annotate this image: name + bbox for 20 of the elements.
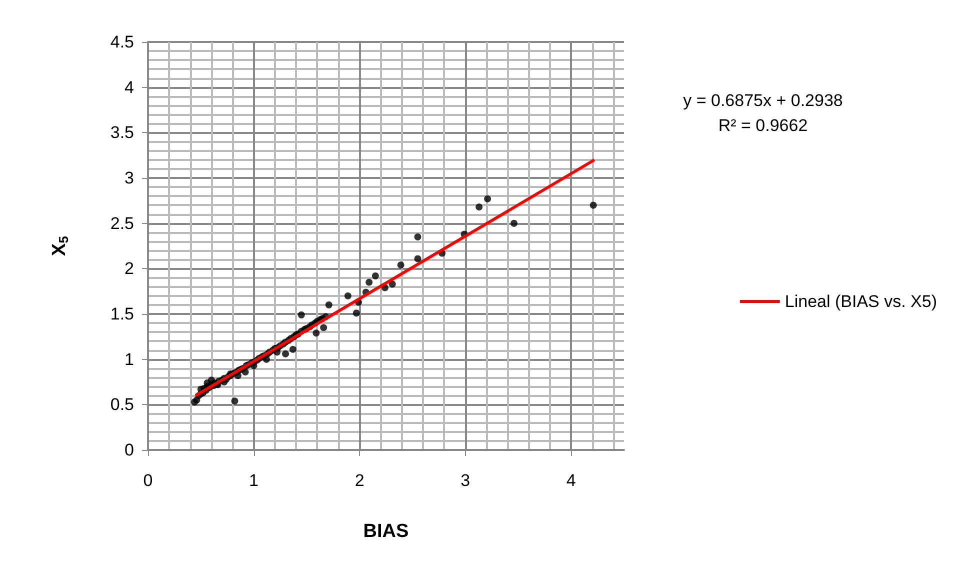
y-tick-label: 4 bbox=[124, 78, 134, 97]
x-tick-label: 0 bbox=[143, 471, 153, 490]
x-tick-label: 3 bbox=[460, 471, 470, 490]
text: y = 0.6875x + 0.2938 bbox=[683, 91, 843, 110]
x-axis-title: BIAS bbox=[363, 521, 409, 542]
y-tick-label: 0 bbox=[124, 440, 134, 460]
x-tick-label: 4 bbox=[566, 471, 576, 490]
x-tick-label: 1 bbox=[249, 471, 259, 490]
text: R² = 0.9662 bbox=[718, 116, 808, 135]
y-tick-label: 2 bbox=[124, 259, 134, 278]
y-tick-label: 1 bbox=[124, 350, 134, 369]
y-tick-label: 1.5 bbox=[110, 304, 134, 324]
y-tick-label: 3.5 bbox=[110, 123, 134, 142]
y-axis-title: X5 bbox=[49, 236, 71, 256]
legend-label: Lineal (BIAS vs. X5) bbox=[784, 292, 938, 311]
y-tick-label: 3 bbox=[124, 168, 134, 188]
y-tick-label: 2.5 bbox=[110, 214, 134, 233]
x-tick-label: 2 bbox=[354, 471, 364, 490]
y-tick-label: 4.5 bbox=[110, 32, 134, 52]
y-tick-label: 0.5 bbox=[110, 395, 134, 414]
